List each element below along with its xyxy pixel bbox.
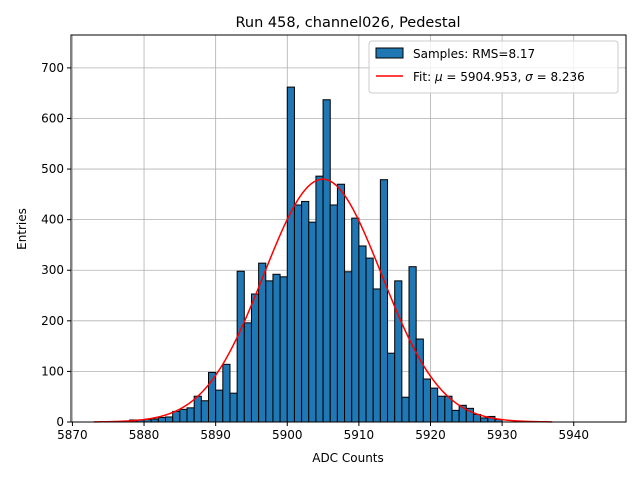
histogram-bar	[372, 288, 381, 423]
histogram-bar	[480, 417, 489, 423]
histogram-bar	[429, 387, 439, 423]
histogram-bar	[437, 395, 446, 423]
fit-curve	[93, 178, 553, 423]
y-axis-ticks: 0 100 200 300 400 500 600 700	[41, 61, 71, 429]
histogram-bar	[265, 280, 274, 423]
fit-sigma-value: = 8.236	[533, 70, 585, 84]
histogram-bar	[258, 262, 267, 423]
histogram-bar	[358, 245, 367, 423]
x-axis-label: ADC Counts	[312, 451, 384, 465]
y-tick-label: 200	[41, 314, 64, 328]
histogram-bar	[193, 395, 202, 423]
histogram-bar	[272, 273, 281, 423]
x-axis-ticks: 5870 5880 5890 5900 5910 5920 5930 5940	[57, 422, 589, 442]
x-tick-label: 5890	[200, 428, 231, 442]
legend-samples-swatch	[375, 47, 404, 59]
legend-fit-label: Fit: μ = 5904.953, σ = 8.236	[413, 70, 585, 84]
y-axis-label: Entries	[15, 208, 29, 250]
histogram-bar	[365, 257, 374, 423]
y-tick-label: 600	[41, 111, 64, 125]
histogram-bar	[286, 86, 295, 423]
histogram-bar	[186, 407, 195, 423]
histogram-bar	[308, 221, 317, 423]
histogram-bar	[351, 217, 360, 423]
histogram-bar	[329, 204, 338, 423]
histogram-bar	[401, 396, 410, 423]
fit-sigma-symbol: σ	[525, 70, 533, 84]
y-tick-label: 500	[41, 162, 64, 176]
histogram-bar	[315, 175, 324, 423]
histogram-bar	[415, 338, 424, 423]
histogram-bar	[229, 392, 238, 423]
histogram-bar	[336, 183, 346, 423]
histogram-bar	[379, 179, 389, 423]
histogram-bar	[243, 322, 252, 423]
histogram-bar	[236, 270, 245, 423]
fit-mu-symbol: μ	[434, 70, 443, 84]
fit-mu-value: = 5904.953,	[443, 70, 526, 84]
histogram-bar	[394, 280, 403, 423]
histogram-bar	[222, 363, 231, 423]
histogram-bar	[451, 409, 460, 423]
y-tick-label: 700	[41, 61, 64, 75]
chart-title: Run 458, channel026, Pedestal	[235, 15, 460, 31]
x-tick-label: 5920	[415, 428, 446, 442]
legend-samples-label: Samples: RMS=8.17	[413, 47, 535, 61]
histogram-bar	[279, 276, 288, 423]
x-tick-label: 5880	[129, 428, 160, 442]
plot-frame	[70, 34, 627, 423]
fit-prefix: Fit:	[413, 70, 435, 84]
histogram-bar	[422, 378, 431, 423]
x-tick-label: 5870	[57, 428, 88, 442]
histogram-bar	[387, 352, 396, 423]
histogram-bar	[250, 293, 260, 423]
histogram-bar	[344, 271, 353, 423]
histogram-bar	[322, 99, 331, 423]
y-tick-label: 400	[41, 213, 64, 227]
legend: Samples: RMS=8.17 Fit: μ = 5904.953, σ =…	[368, 40, 619, 94]
x-tick-label: 5940	[558, 428, 589, 442]
x-tick-label: 5930	[487, 428, 518, 442]
x-tick-label: 5910	[344, 428, 375, 442]
histogram-bar	[301, 200, 310, 423]
x-tick-label: 5900	[272, 428, 303, 442]
y-tick-label: 300	[41, 263, 64, 277]
histogram-bar	[179, 408, 188, 423]
y-tick-label: 0	[56, 415, 64, 429]
histogram-bar	[200, 400, 209, 423]
histogram-bar	[172, 410, 181, 423]
histogram-bar	[215, 389, 224, 423]
histogram-bar	[157, 416, 167, 423]
y-tick-label: 100	[41, 364, 64, 378]
histogram-bar	[293, 204, 303, 423]
histogram-bar	[165, 416, 174, 423]
legend-box	[368, 40, 619, 94]
